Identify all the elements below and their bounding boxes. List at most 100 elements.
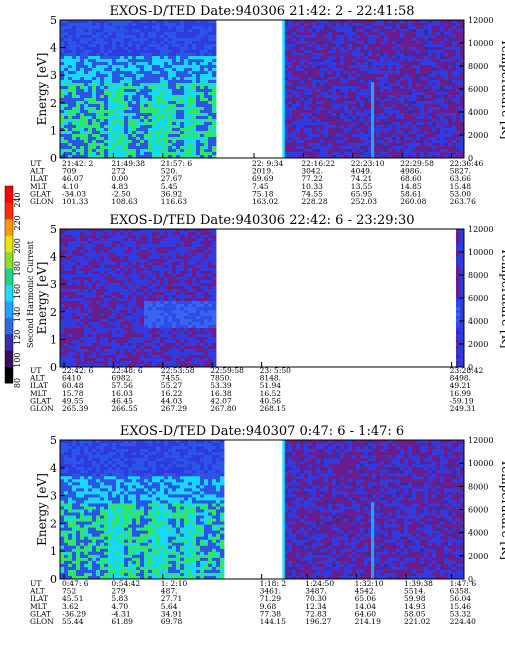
table-cell: 45.51 — [62, 594, 83, 603]
colorbar-segment — [5, 284, 13, 302]
right-tick-label: 4000 — [468, 108, 488, 117]
colorbar-segment — [5, 317, 13, 335]
table-cell: 144.15 — [260, 617, 286, 626]
table-cell: -34.03 — [62, 189, 86, 198]
table-cell: 53.00 — [450, 189, 472, 198]
table-cell: 13.55 — [351, 182, 373, 191]
table-cell: 520. — [161, 167, 178, 176]
table-cell: 1:32:10 — [355, 579, 384, 588]
table-cell: 55.44 — [62, 617, 84, 626]
chart-title: EXOS-D/TED Date:940307 0:47: 6 - 1:47: 6 — [120, 424, 404, 439]
table-cell: 16.22 — [161, 389, 183, 398]
table-cell: 22:36:46 — [450, 159, 484, 168]
right-tick-label: 2000 — [468, 340, 488, 349]
table-cell: 7.45 — [252, 182, 269, 191]
table-cell: 22:16:22 — [301, 159, 335, 168]
table-cell: 15.46 — [450, 602, 472, 611]
y-axis-label: Energy [eV] — [35, 473, 49, 546]
table-cell: 116.63 — [161, 197, 187, 206]
right-tick-label: 0 — [468, 154, 473, 163]
table-cell: 65.95 — [351, 189, 373, 198]
colorbar-segment — [5, 333, 13, 351]
table-cell: 16.99 — [450, 389, 472, 398]
table-cell: 5514. — [404, 587, 425, 596]
table-cell: 49.21 — [450, 381, 471, 390]
table-cell: 267.80 — [210, 404, 236, 413]
table-cell: 22:59:58 — [210, 366, 244, 375]
table-cell: 36.92 — [161, 189, 183, 198]
table-row-label: ILAT — [30, 381, 48, 390]
table-cell: 14.85 — [400, 182, 422, 191]
right-tick-label: 8000 — [468, 62, 488, 71]
table-cell: 1:39:38 — [404, 579, 433, 588]
table-cell: 214.19 — [355, 617, 381, 626]
y-tick-label: 2 — [50, 97, 57, 110]
colorbar-segment — [5, 202, 13, 220]
right-tick-label: 12000 — [468, 225, 493, 234]
colorbar-segment — [5, 186, 13, 203]
right-axis-label: Temperature [K] — [499, 248, 505, 349]
table-cell: 2019. — [252, 167, 273, 176]
colorbar-tick-label: 100 — [13, 352, 22, 367]
colorbar-frame — [4, 185, 14, 384]
table-cell: 55.27 — [161, 381, 183, 390]
table-cell: 57.56 — [111, 381, 133, 390]
table-cell: 8148. — [260, 374, 281, 383]
y-tick-label: 1 — [50, 333, 57, 346]
colorbar-segment — [5, 235, 13, 253]
y-tick-label: 4 — [50, 462, 57, 475]
table-cell: 196.27 — [305, 617, 331, 626]
right-tick-label: 6000 — [468, 506, 488, 515]
table-row-label: UT — [30, 366, 41, 375]
table-cell: 1:47: 6 — [450, 579, 477, 588]
table-cell: 44.03 — [161, 396, 183, 405]
table-cell: 22:29:58 — [400, 159, 434, 168]
table-cell: 101.33 — [62, 197, 88, 206]
right-tick-label: 2000 — [468, 552, 488, 561]
y-axis-label: Energy [eV] — [35, 53, 49, 126]
table-cell: 75.18 — [252, 189, 274, 198]
table-cell: 22: 9:34 — [252, 159, 284, 168]
table-cell: 22:23:10 — [351, 159, 385, 168]
table-cell: 49.55 — [62, 396, 84, 405]
right-tick-label: 6000 — [468, 85, 488, 94]
table-cell: 709 — [62, 167, 77, 176]
table-cell: 260.08 — [400, 197, 426, 206]
table-cell: 64.60 — [355, 609, 377, 618]
right-tick-label: 6000 — [468, 294, 488, 303]
table-row-label: GLON — [30, 617, 54, 626]
table-cell: 74.55 — [301, 189, 323, 198]
table-cell: 3042. — [301, 167, 322, 176]
table-cell: 21:57: 6 — [161, 159, 193, 168]
spectrogram — [60, 20, 465, 159]
table-cell: 108.63 — [111, 197, 137, 206]
right-tick-label: 0 — [468, 575, 473, 584]
table-row-label: UT — [30, 159, 41, 168]
table-cell: 53.32 — [450, 609, 472, 618]
right-tick-label: 8000 — [468, 271, 488, 280]
table-cell: 0:54:42 — [111, 579, 140, 588]
table-row-label: ALT — [29, 167, 45, 176]
colorbar-segment — [5, 268, 13, 285]
table-cell: 6410 — [62, 374, 81, 383]
table-cell: 228.28 — [301, 197, 327, 206]
y-tick-label: 0 — [50, 573, 57, 586]
table-cell: 16.52 — [260, 389, 282, 398]
table-cell: 4.83 — [111, 182, 128, 191]
right-tick-label: 12000 — [468, 436, 493, 445]
table-row-label: MLT — [30, 389, 47, 398]
colorbar-tick-label: 160 — [13, 284, 22, 299]
table-cell: -36.29 — [62, 609, 86, 618]
table-row-label: GLON — [30, 197, 54, 206]
table-cell: 279 — [111, 587, 126, 596]
colorbar-tick-label: 80 — [13, 378, 22, 388]
table-cell: 0.00 — [111, 174, 128, 183]
table-cell: 70.30 — [305, 594, 327, 603]
table-cell: 21:49:38 — [111, 159, 145, 168]
table-cell: 58.05 — [404, 609, 426, 618]
table-cell: 56.04 — [450, 594, 472, 603]
table-cell: 71.29 — [260, 594, 282, 603]
table-cell: 23:28:42 — [450, 366, 484, 375]
table-row-label: GLAT — [30, 609, 51, 618]
